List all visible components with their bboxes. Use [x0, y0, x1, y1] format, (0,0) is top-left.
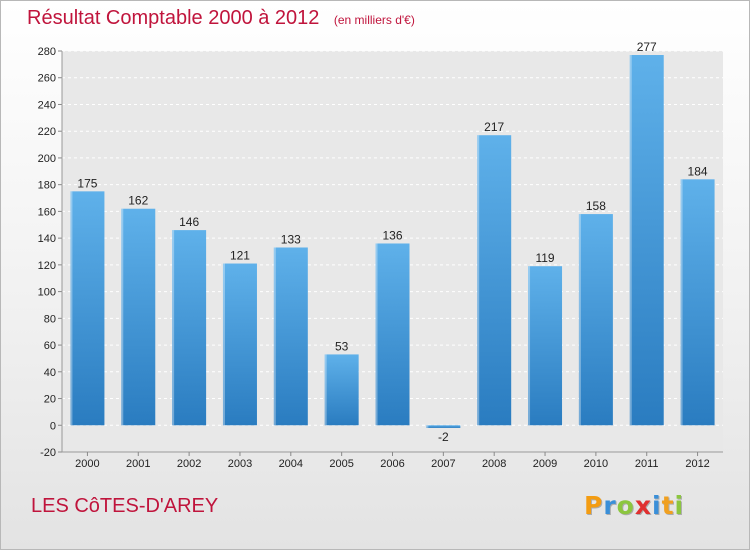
bar	[680, 179, 715, 426]
y-tick-label: 240	[38, 99, 56, 111]
y-tick-label: 120	[38, 260, 56, 272]
bar-highlight	[629, 55, 632, 426]
x-tick-label: 2006	[380, 458, 404, 470]
logo-letter: i	[674, 491, 685, 520]
data-label: 53	[335, 339, 349, 353]
x-tick-label: 2008	[482, 458, 506, 470]
data-label: 158	[586, 199, 606, 213]
bar-highlight	[578, 214, 581, 426]
x-tick-label: 2011	[635, 458, 659, 470]
chart-title-row: Résultat Comptable 2000 à 2012 (en milli…	[27, 7, 415, 30]
logo-letter: o	[616, 491, 635, 520]
bar	[375, 243, 410, 426]
bar-highlight	[222, 263, 225, 426]
place-name: LES CôTES-D'AREY	[31, 495, 219, 517]
bar	[528, 266, 563, 426]
bar	[477, 135, 512, 426]
data-label: 121	[230, 249, 250, 263]
y-tick-label: 60	[44, 340, 56, 352]
data-label: 217	[484, 120, 504, 134]
proxiti-logo: Proxiti	[584, 491, 684, 520]
logo-letter: r	[603, 491, 617, 520]
bar	[629, 55, 664, 426]
bar-highlight	[273, 247, 276, 426]
y-tick-label: 0	[50, 420, 56, 432]
y-tick-label: 140	[38, 233, 56, 245]
y-tick-label: 180	[38, 180, 56, 192]
y-tick-label: 220	[38, 126, 56, 138]
y-tick-label: -20	[40, 447, 56, 459]
bar-highlight	[324, 354, 327, 426]
chart-unit: (en milliers d'€)	[333, 13, 415, 27]
x-tick-label: 2001	[126, 458, 150, 470]
data-label: -2	[438, 430, 449, 444]
logo-letter: t	[661, 491, 675, 520]
bar	[324, 354, 359, 426]
logo-letter: P	[584, 491, 604, 520]
y-tick-label: 280	[38, 46, 56, 58]
data-label: 277	[637, 40, 657, 54]
y-tick-label: 160	[38, 206, 56, 218]
data-label: 175	[77, 176, 97, 190]
x-tick-label: 2010	[584, 458, 608, 470]
bar-highlight	[70, 191, 73, 426]
x-tick-label: 2007	[431, 458, 455, 470]
bar	[172, 230, 207, 426]
bar-highlight	[680, 179, 683, 426]
bar	[273, 247, 308, 426]
x-tick-label: 2012	[685, 458, 709, 470]
x-tick-label: 2004	[279, 458, 303, 470]
bar-highlight	[375, 243, 378, 426]
bar	[70, 191, 105, 426]
logo-letter: x	[634, 491, 652, 520]
x-tick-label: 2000	[75, 458, 99, 470]
y-tick-label: 260	[38, 73, 56, 85]
y-tick-label: 20	[44, 394, 56, 406]
logo-letter: i	[652, 491, 662, 520]
data-label: 136	[382, 228, 402, 242]
x-tick-label: 2003	[228, 458, 252, 470]
bar	[222, 263, 257, 426]
x-tick-label: 2005	[329, 458, 353, 470]
bar	[121, 208, 156, 426]
bar	[578, 214, 613, 426]
y-tick-label: 200	[38, 153, 56, 165]
data-label: 133	[281, 232, 301, 246]
data-label: 184	[688, 164, 708, 178]
data-label: 119	[535, 251, 554, 265]
bar-highlight	[121, 208, 124, 426]
chart-title: Résultat Comptable 2000 à 2012	[27, 7, 320, 29]
y-tick-label: 80	[44, 313, 56, 325]
bar	[426, 425, 461, 428]
data-label: 146	[179, 215, 199, 229]
y-tick-label: 100	[38, 287, 56, 299]
data-label: 162	[128, 194, 148, 208]
bar-highlight	[477, 135, 480, 426]
x-tick-label: 2009	[533, 458, 557, 470]
y-tick-label: 40	[44, 367, 56, 379]
x-tick-label: 2002	[177, 458, 201, 470]
bar-highlight	[426, 425, 429, 428]
bar-highlight	[172, 230, 175, 426]
bar-highlight	[528, 266, 531, 426]
